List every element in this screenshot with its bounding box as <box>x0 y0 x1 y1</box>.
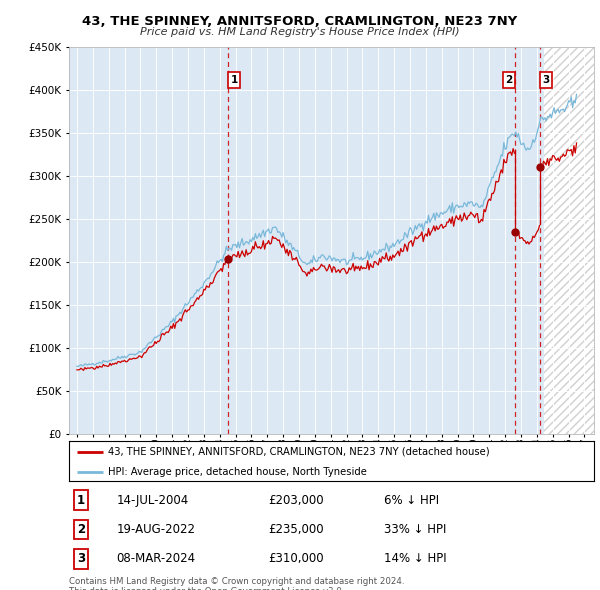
Bar <box>544 47 594 434</box>
Text: Price paid vs. HM Land Registry's House Price Index (HPI): Price paid vs. HM Land Registry's House … <box>140 27 460 37</box>
Text: Contains HM Land Registry data © Crown copyright and database right 2024.
This d: Contains HM Land Registry data © Crown c… <box>69 577 404 590</box>
Text: 14% ↓ HPI: 14% ↓ HPI <box>384 552 446 565</box>
Text: 19-AUG-2022: 19-AUG-2022 <box>116 523 195 536</box>
Text: 1: 1 <box>230 75 238 85</box>
Text: HPI: Average price, detached house, North Tyneside: HPI: Average price, detached house, Nort… <box>109 467 367 477</box>
Text: 33% ↓ HPI: 33% ↓ HPI <box>384 523 446 536</box>
Text: 43, THE SPINNEY, ANNITSFORD, CRAMLINGTON, NE23 7NY (detached house): 43, THE SPINNEY, ANNITSFORD, CRAMLINGTON… <box>109 447 490 457</box>
Text: £235,000: £235,000 <box>269 523 324 536</box>
Text: 3: 3 <box>77 552 85 565</box>
Text: 2: 2 <box>506 75 513 85</box>
Text: 08-MAR-2024: 08-MAR-2024 <box>116 552 196 565</box>
Text: £310,000: £310,000 <box>269 552 324 565</box>
Text: 2: 2 <box>77 523 85 536</box>
Text: £203,000: £203,000 <box>269 494 324 507</box>
Text: 1: 1 <box>77 494 85 507</box>
Text: 3: 3 <box>542 75 550 85</box>
Text: 6% ↓ HPI: 6% ↓ HPI <box>384 494 439 507</box>
Text: 14-JUL-2004: 14-JUL-2004 <box>116 494 188 507</box>
Text: 43, THE SPINNEY, ANNITSFORD, CRAMLINGTON, NE23 7NY: 43, THE SPINNEY, ANNITSFORD, CRAMLINGTON… <box>82 15 518 28</box>
Bar <box>544 47 594 434</box>
